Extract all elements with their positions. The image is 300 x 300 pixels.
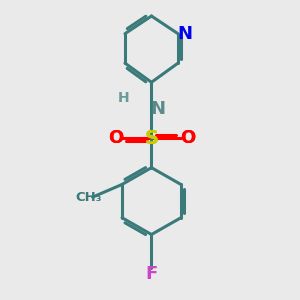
Text: S: S [145, 129, 158, 148]
Text: F: F [145, 265, 158, 283]
Text: O: O [108, 129, 123, 147]
Text: CH₃: CH₃ [75, 190, 101, 204]
Text: O: O [108, 129, 123, 147]
Text: S: S [145, 129, 158, 148]
Text: N: N [177, 25, 192, 43]
Text: N: N [150, 100, 166, 118]
Text: H: H [118, 91, 129, 105]
Text: O: O [180, 129, 195, 147]
Text: O: O [180, 129, 195, 147]
